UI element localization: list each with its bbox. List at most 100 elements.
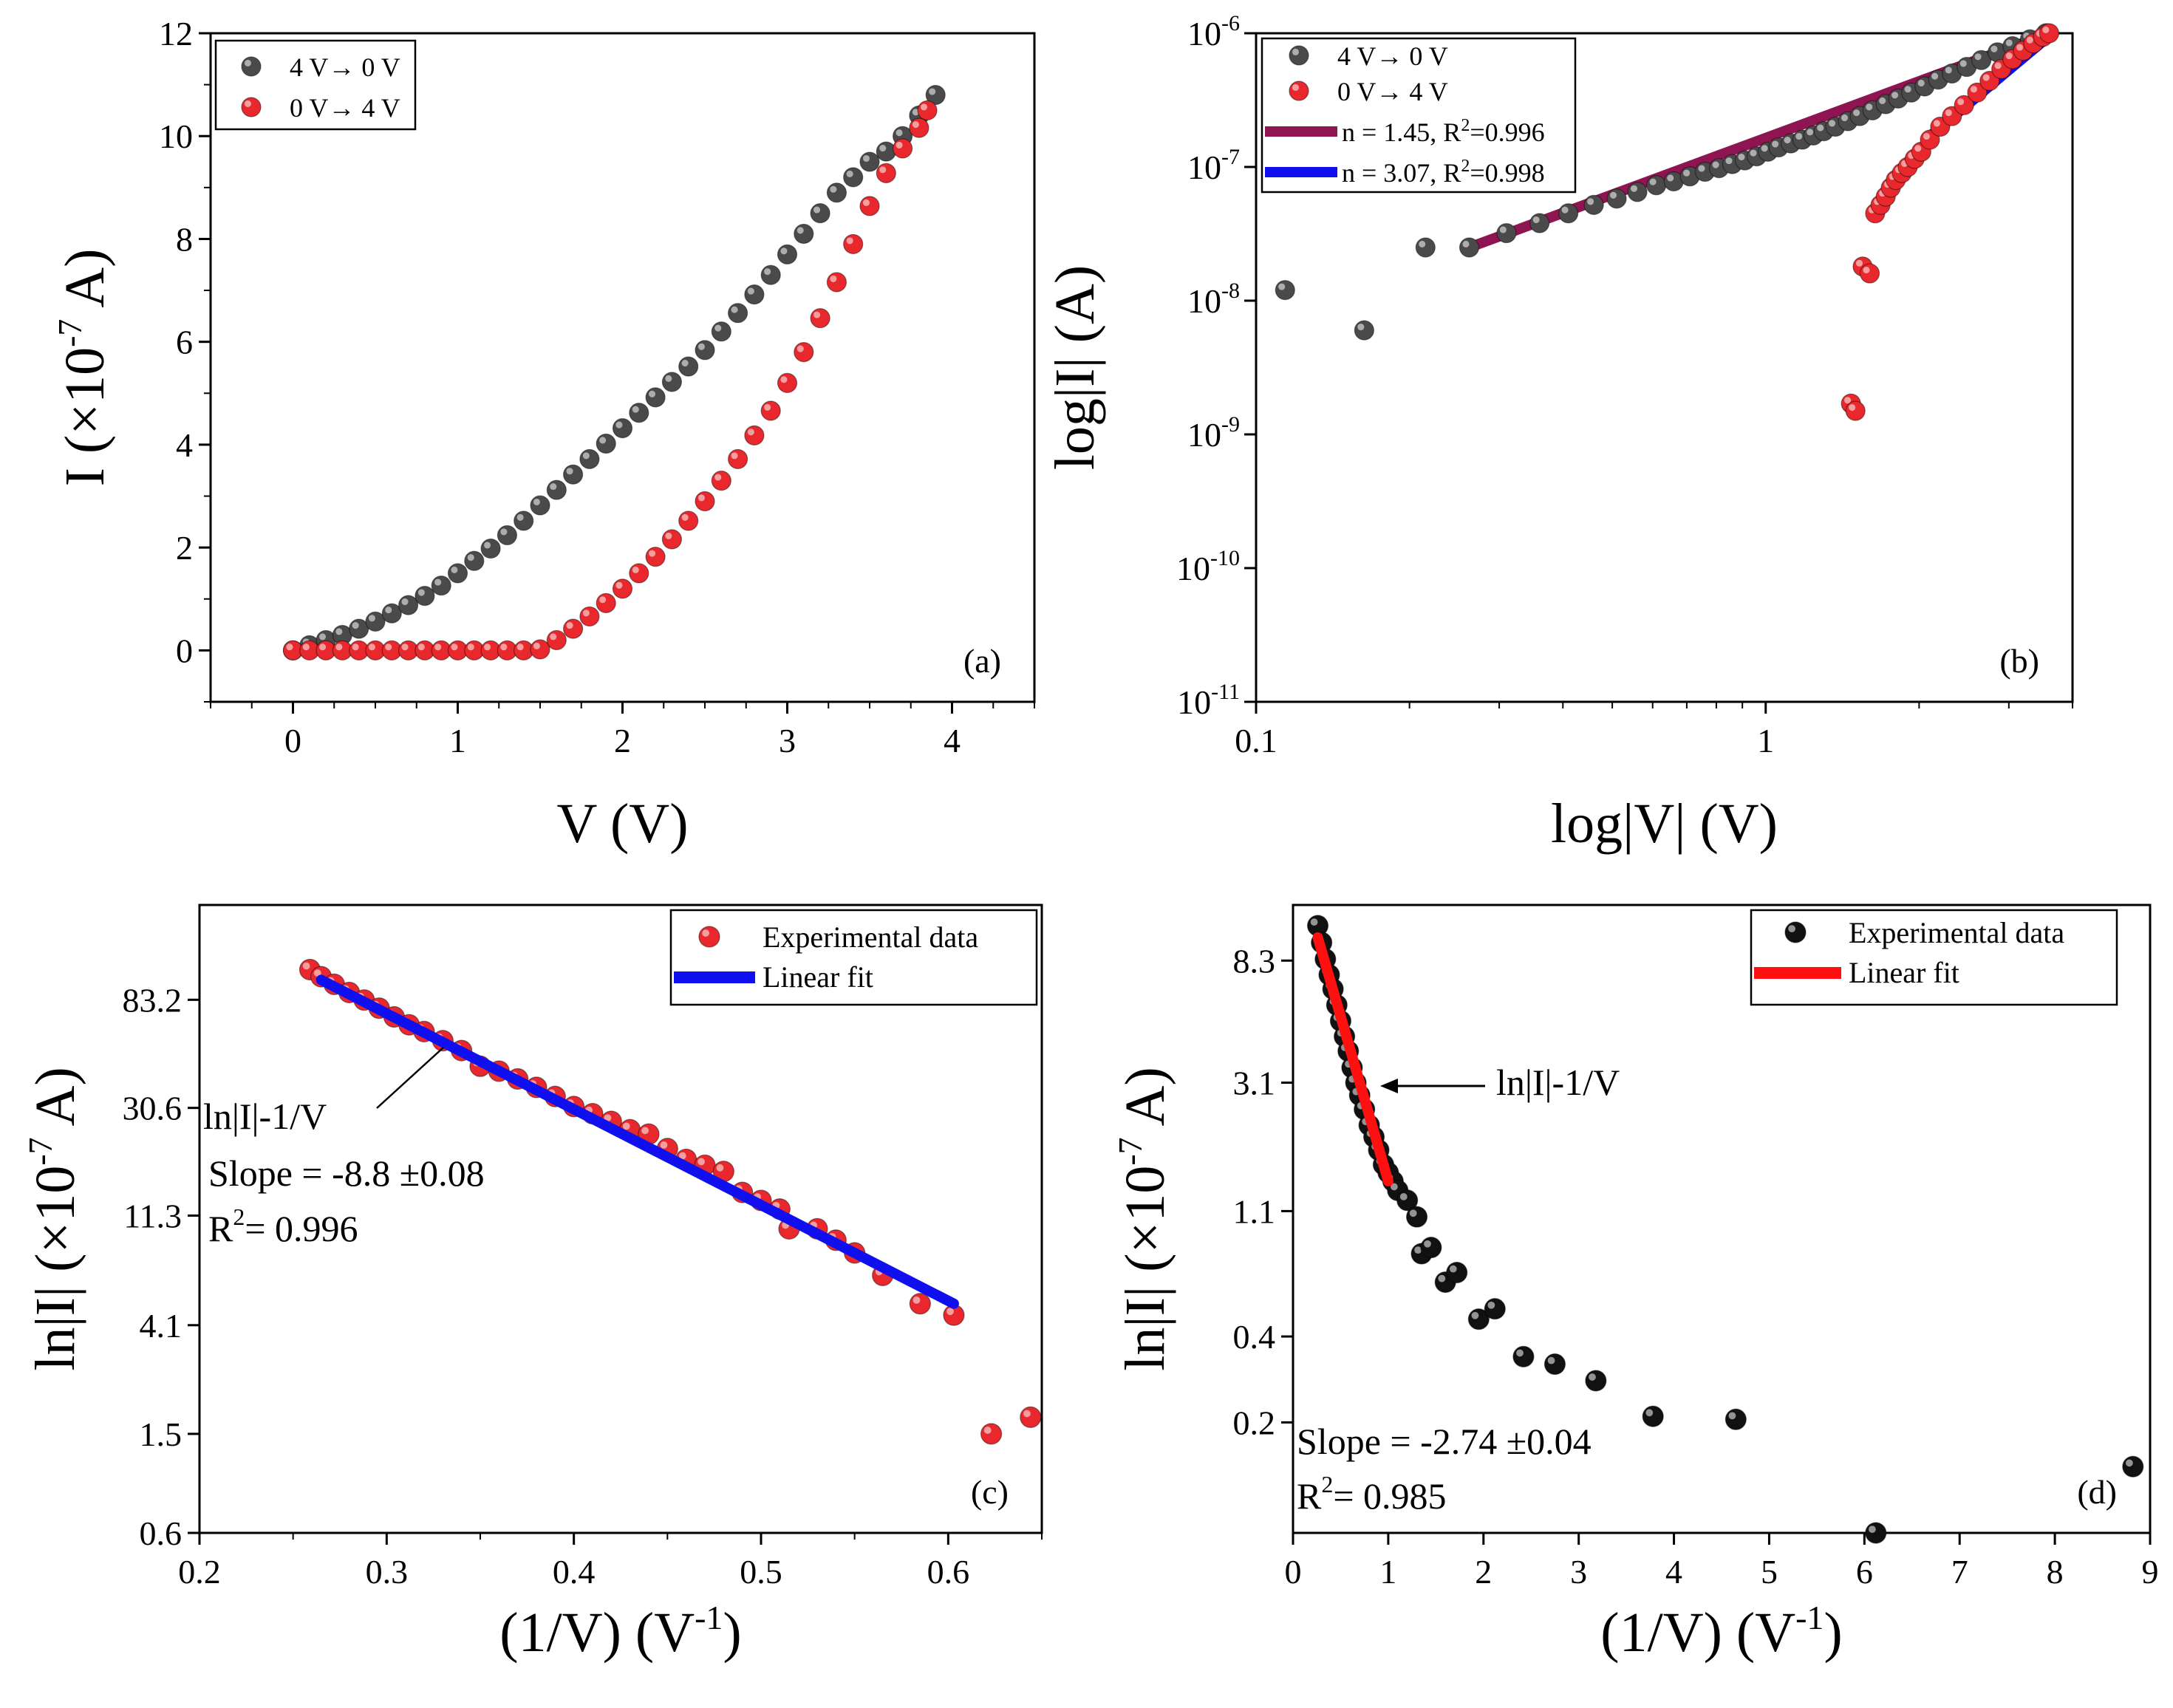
data-point: [1954, 95, 1974, 115]
legend-a: 4 V→ 0 V 0 V→ 4 V: [214, 39, 417, 131]
y-axis-label: log|I| (A): [1044, 265, 1106, 470]
x-axis-label: (1/V) (V-1): [499, 1599, 741, 1664]
panel-label: (c): [971, 1473, 1009, 1511]
plot-frame-d: [1292, 903, 2152, 1534]
data-point: [777, 244, 798, 264]
legend-label: Linear fit: [1849, 956, 1959, 989]
data-point: [760, 400, 781, 421]
panel-b: 0.1 1 10-11 10-10 10-9 10-8 10-7 10-6 log|V| (V)…: [1044, 11, 2074, 855]
y-tick-label: 10-8: [1187, 279, 1240, 320]
data-point: [810, 308, 830, 329]
y-tick-label: 4.1: [140, 1307, 182, 1345]
data-point: [1967, 82, 1988, 103]
legend-label: 0 V→ 4 V: [1337, 77, 1448, 106]
y-tick-label: 4: [176, 426, 193, 464]
data-point: [431, 640, 451, 660]
x-tick-label: 3: [779, 722, 796, 759]
panel-label: (b): [1999, 642, 2039, 680]
data-point: [760, 264, 781, 285]
y-tick-label: 10-6: [1187, 11, 1240, 52]
data-point: [349, 618, 369, 639]
data-point: [826, 182, 847, 203]
data-point: [464, 550, 485, 571]
arrow-head-icon: [1380, 1079, 1398, 1093]
data-point: [943, 1304, 965, 1326]
legend-b: 4 V→ 0 V 0 V→ 4 V n = 1.45, R2=0.996 n = 3.…: [1261, 37, 1577, 194]
data-point: [1642, 1405, 1664, 1427]
data-point: [1512, 1345, 1535, 1367]
data-point: [1543, 1353, 1566, 1376]
data-point: [876, 141, 896, 162]
data-point: [381, 640, 402, 660]
panel-label: (d): [2077, 1473, 2117, 1511]
y-tick-label: 12: [159, 15, 193, 52]
data-point: [579, 606, 600, 627]
data-point: [1865, 1522, 1887, 1544]
data-point: [1306, 915, 1329, 937]
legend-label: n = 1.45, R2=0.996: [1342, 116, 1545, 147]
data-point: [349, 640, 369, 660]
data-point: [794, 342, 814, 363]
data-point: [980, 1423, 1003, 1445]
y-tick-label: 0.4: [1233, 1318, 1276, 1356]
data-point: [1725, 1408, 1747, 1430]
data-point: [1627, 182, 1648, 202]
legend-label: 0 V→ 4 V: [290, 93, 400, 123]
data-point: [711, 321, 731, 342]
series-4-v-0-v: [1275, 23, 2056, 341]
y-tick-label: 0: [176, 632, 193, 669]
data-point: [596, 433, 616, 454]
legend-frame: [1750, 909, 2118, 1006]
annotations-d: ln|I|-1/V Slope = -2.74 ±0.04 R2= 0.985: [1297, 1062, 1620, 1517]
data-point: [398, 595, 419, 615]
x-tick-label: 4: [944, 722, 961, 759]
y-tick-label: 8: [176, 220, 193, 258]
x-tick-label: 0.1: [1235, 722, 1277, 759]
data-point: [1459, 237, 1480, 258]
legend-marker: [1289, 45, 1309, 66]
data-point: [1558, 203, 1579, 224]
data-point: [1583, 194, 1604, 216]
legend-label: 4 V→ 0 V: [290, 52, 400, 82]
y-tick-label: 83.2: [123, 981, 182, 1019]
data-point: [415, 585, 435, 607]
data-point: [1496, 222, 1517, 244]
annotation-text: ln|I|-1/V: [203, 1096, 327, 1137]
data-point: [727, 303, 748, 324]
data-point: [744, 284, 765, 305]
data-point: [546, 629, 567, 651]
data-point: [596, 592, 616, 613]
annotation-pointer: [376, 1047, 444, 1109]
data-point: [661, 529, 683, 550]
x-tick-label: 0.6: [927, 1553, 970, 1591]
data-point: [332, 624, 352, 646]
data-point: [1529, 213, 1550, 233]
y-tick-label: 8.3: [1233, 942, 1276, 980]
data-point: [546, 479, 567, 500]
y-axis-label: ln|I| (×10-7 A): [21, 1067, 86, 1370]
data-point: [744, 425, 765, 445]
annotations-c: ln|I|-1/V Slope = -8.8 ±0.08 R2= 0.996: [203, 1047, 485, 1249]
data-point: [695, 491, 715, 512]
data-point: [1420, 1237, 1442, 1259]
x-tick-label: 2: [1475, 1553, 1492, 1591]
legend-label: n = 3.07, R2=0.998: [1342, 157, 1545, 188]
legend-marker: [1289, 81, 1309, 101]
data-point: [645, 387, 666, 408]
data-point: [1957, 56, 1977, 78]
data-point: [695, 340, 715, 361]
data-point: [876, 163, 896, 183]
x-tick-label: 1: [1379, 1553, 1396, 1591]
x-tick-label: 0: [1285, 1553, 1302, 1591]
legend-label: Experimental data: [1849, 916, 2064, 949]
data-point: [1920, 129, 1940, 150]
y-tick-label: 10: [159, 117, 193, 155]
fit-line: [1312, 932, 1393, 1186]
y-tick-label: 30.6: [123, 1090, 182, 1127]
x-axis-label: log|V| (V): [1551, 793, 1778, 855]
data-point: [843, 167, 864, 188]
data-point: [826, 272, 847, 293]
panel-d: 0 1 2 3 4 5 6 7 8 9 0.2 0.4 1.1 3.1 8.3 (1/V) (V-1) ln|I…: [1111, 903, 2159, 1664]
x-tick-label: 5: [1761, 1553, 1778, 1591]
